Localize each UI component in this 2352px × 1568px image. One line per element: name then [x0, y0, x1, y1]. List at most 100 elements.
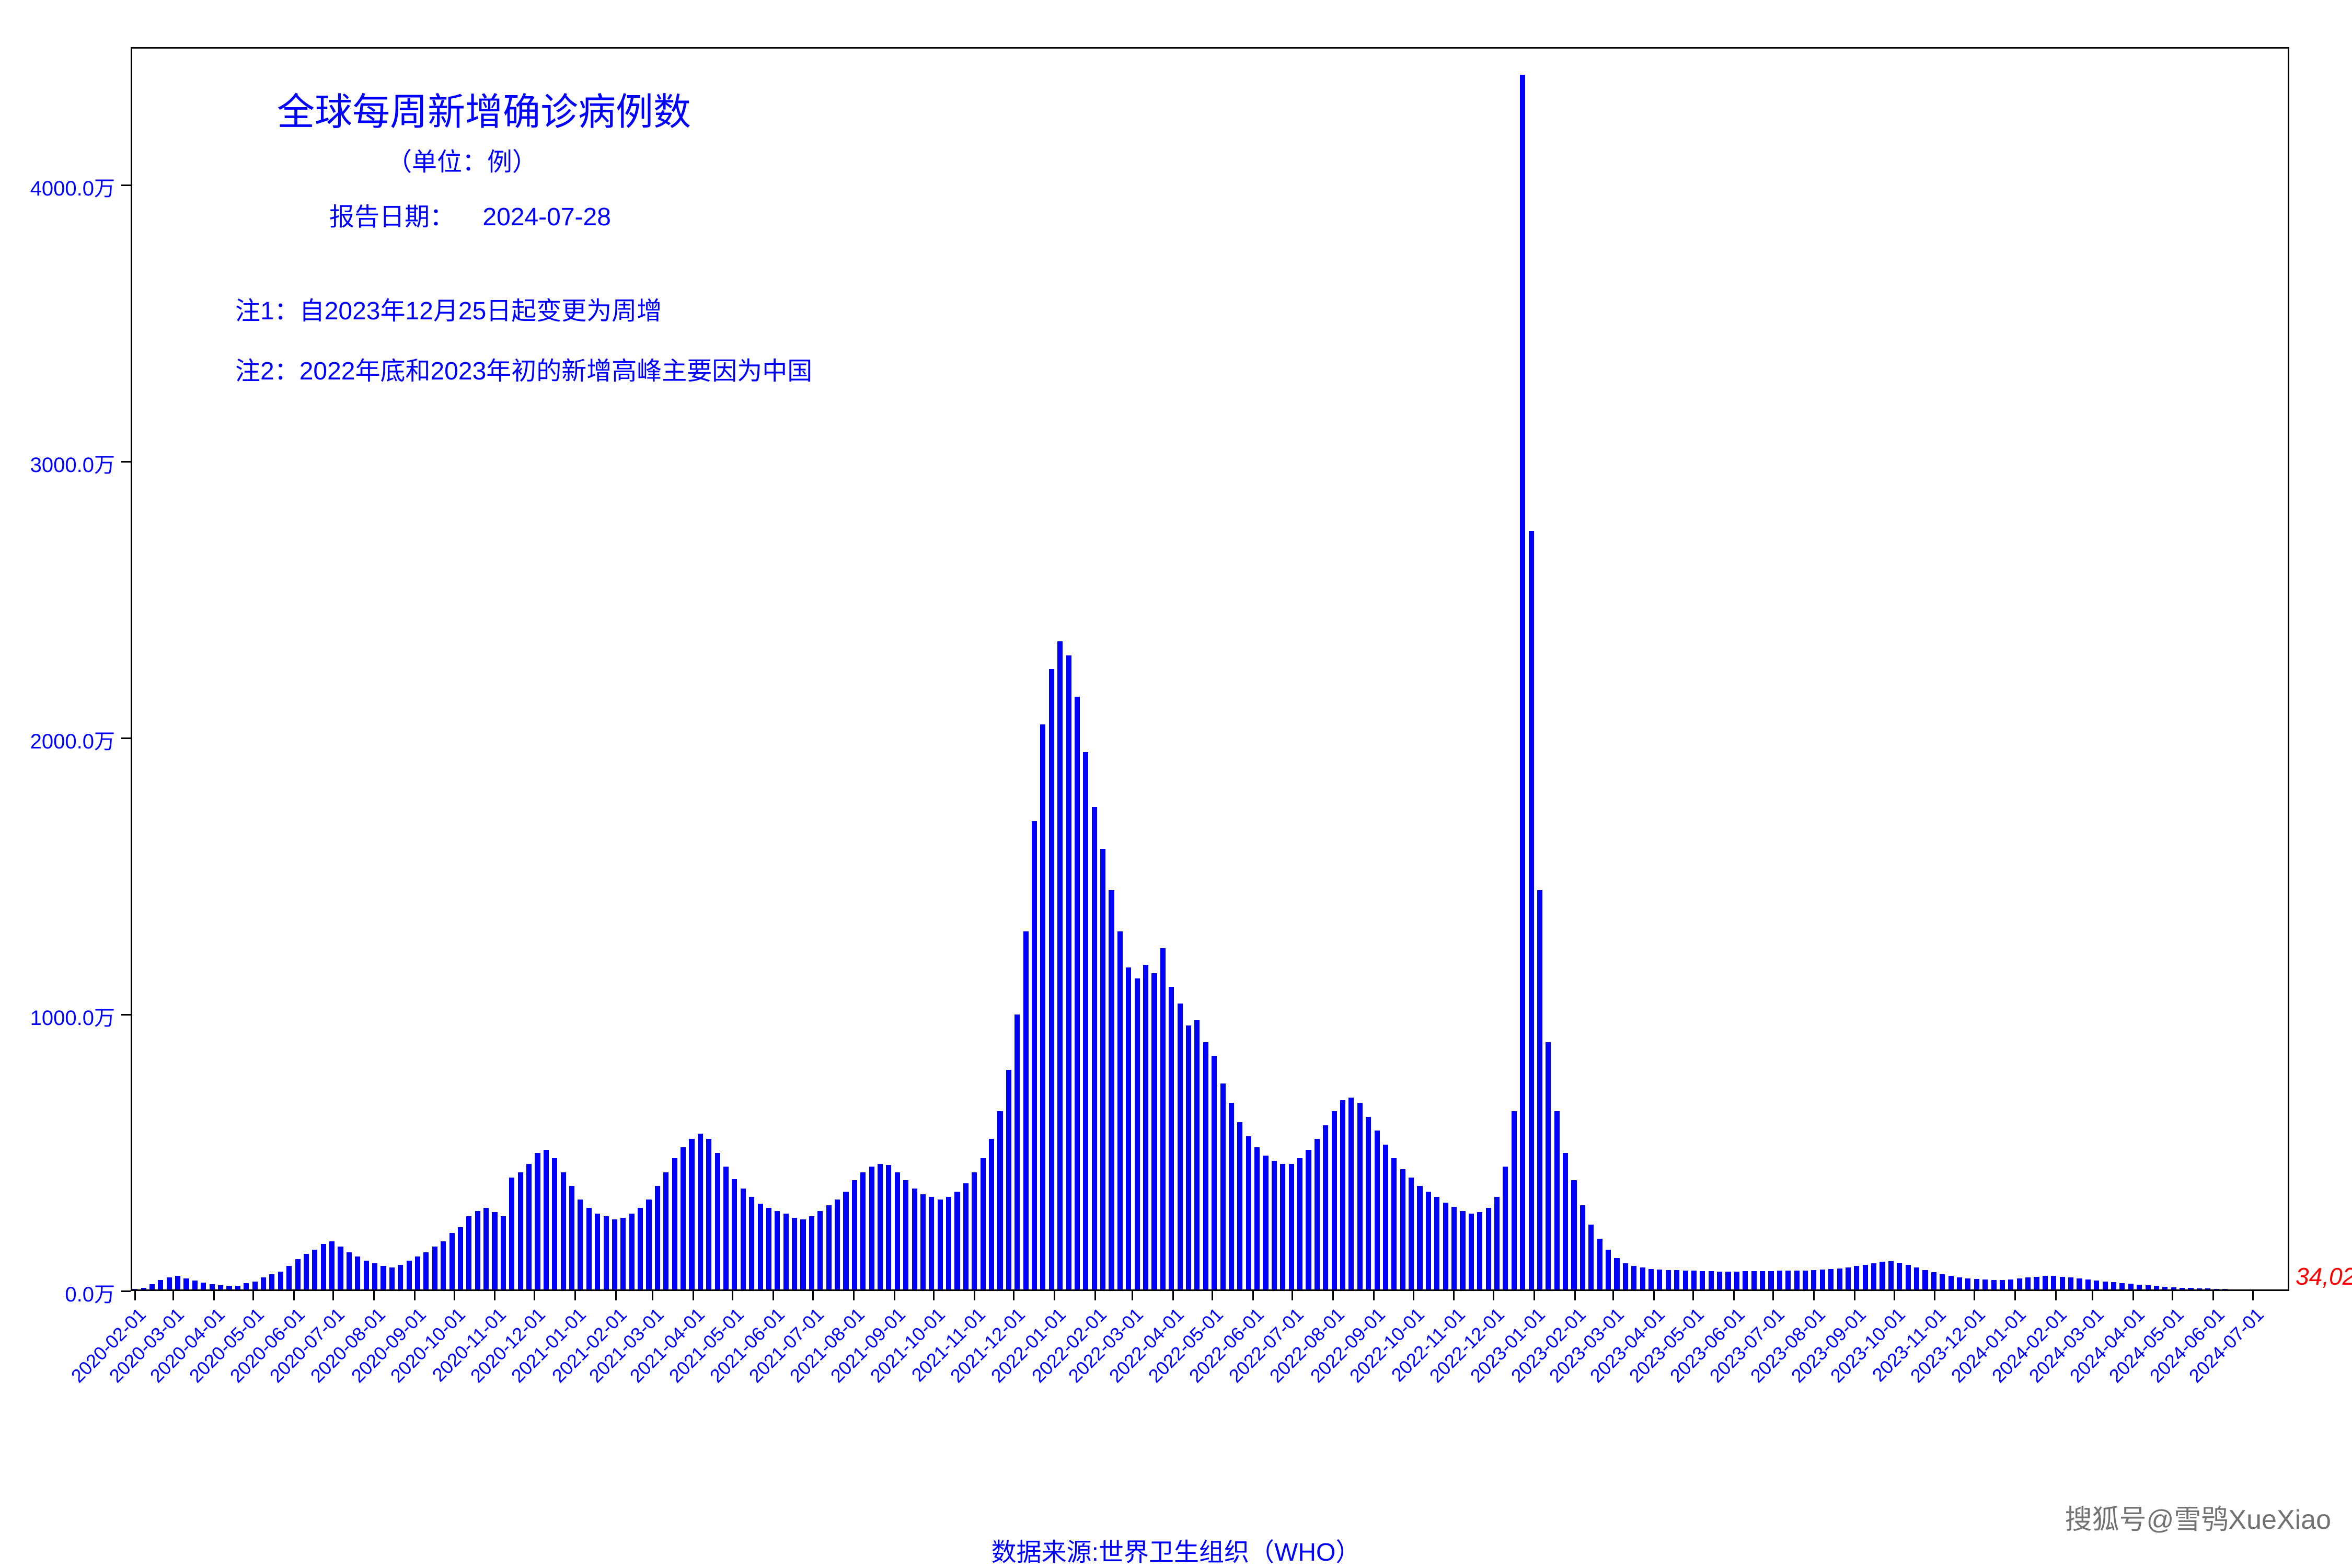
bar: [1040, 724, 1045, 1291]
x-tick-mark: [1534, 1291, 1535, 1300]
bar: [655, 1186, 660, 1291]
bar: [295, 1259, 301, 1291]
bar: [997, 1111, 1002, 1291]
y-tick-label: 2000.0万: [30, 724, 115, 755]
bar: [321, 1244, 326, 1291]
x-tick-mark: [1094, 1291, 1096, 1300]
bar: [1315, 1139, 1320, 1291]
bar: [286, 1266, 292, 1291]
x-tick-mark: [1054, 1291, 1055, 1300]
bar: [304, 1254, 309, 1291]
bar: [1785, 1271, 1791, 1291]
chart-root: 0.0万1000.0万2000.0万3000.0万4000.0万 2020-02…: [0, 0, 2352, 1568]
x-tick-mark: [494, 1291, 495, 1300]
bar: [1477, 1212, 1482, 1291]
bar: [1357, 1103, 1363, 1291]
bar: [1340, 1100, 1345, 1291]
bar: [758, 1204, 763, 1291]
bar: [698, 1134, 703, 1291]
x-tick-mark: [293, 1291, 295, 1300]
bar: [1717, 1272, 1722, 1291]
bar: [483, 1208, 489, 1291]
bar: [1254, 1147, 1260, 1291]
bar: [920, 1194, 926, 1291]
bar: [1494, 1197, 1500, 1291]
bar: [364, 1261, 369, 1291]
top-axis-line: [131, 47, 2289, 49]
x-tick-mark: [853, 1291, 855, 1300]
bar: [544, 1150, 549, 1291]
bar: [423, 1252, 429, 1291]
bar: [1580, 1205, 1585, 1291]
bar: [1289, 1164, 1294, 1291]
bar: [586, 1208, 592, 1291]
bar: [1169, 987, 1174, 1291]
bar: [1597, 1239, 1602, 1291]
bar: [1332, 1111, 1337, 1291]
bar: [1546, 1042, 1551, 1291]
note-1: 注1：自2023年12月25日起变更为周增: [235, 290, 662, 327]
bar: [1743, 1271, 1748, 1291]
x-tick-mark: [2132, 1291, 2134, 1300]
bar: [269, 1274, 274, 1291]
bar: [1854, 1266, 1859, 1291]
bar: [1837, 1269, 1842, 1291]
x-tick-mark: [574, 1291, 576, 1300]
last-value-label: 34,028: [2296, 1262, 2352, 1290]
y-tick-mark: [121, 1290, 131, 1292]
y-tick-mark: [121, 737, 131, 739]
bar: [595, 1214, 600, 1291]
bar: [1032, 821, 1037, 1291]
bar: [2034, 1277, 2039, 1292]
bar: [766, 1208, 771, 1291]
y-tick-mark: [121, 1014, 131, 1016]
bar: [1512, 1111, 1517, 1291]
bar: [843, 1192, 848, 1291]
bar: [1194, 1020, 1200, 1291]
bar: [578, 1200, 583, 1291]
bar: [1151, 973, 1157, 1291]
bar: [972, 1172, 977, 1291]
right-axis-line: [2288, 47, 2289, 1291]
bar: [398, 1265, 403, 1291]
bar: [1631, 1266, 1636, 1291]
bar: [826, 1205, 832, 1291]
bar: [1263, 1156, 1268, 1291]
bar: [1623, 1263, 1628, 1291]
x-tick-mark: [1772, 1291, 1774, 1300]
bar: [1400, 1169, 1405, 1291]
bar: [1297, 1158, 1302, 1291]
bar: [1178, 1004, 1183, 1291]
bar: [886, 1165, 891, 1291]
bar: [1563, 1153, 1568, 1291]
x-tick-mark: [1894, 1291, 1895, 1300]
chart-subtitle: （单位：例）: [387, 141, 537, 178]
x-tick-mark: [1653, 1291, 1655, 1300]
x-tick-mark: [1612, 1291, 1614, 1300]
x-tick-mark: [652, 1291, 653, 1300]
bar: [389, 1267, 395, 1291]
bar: [732, 1179, 737, 1291]
bar: [1648, 1269, 1654, 1291]
bar: [1409, 1178, 1414, 1291]
bar: [1503, 1167, 1508, 1291]
bar: [1486, 1208, 1491, 1291]
x-tick-mark: [332, 1291, 334, 1300]
x-tick-mark: [454, 1291, 455, 1300]
bar: [1014, 1014, 1020, 1291]
bar: [741, 1189, 746, 1291]
x-tick-mark: [1493, 1291, 1494, 1300]
bar: [1888, 1261, 1894, 1291]
bar: [792, 1218, 797, 1291]
bar: [1075, 697, 1080, 1291]
bar: [1212, 1056, 1217, 1291]
x-tick-mark: [812, 1291, 814, 1300]
bar: [2051, 1276, 2056, 1291]
bar: [1777, 1271, 1782, 1291]
bar: [1023, 931, 1029, 1291]
bar: [963, 1183, 969, 1291]
bar: [723, 1167, 729, 1291]
x-tick-mark: [2014, 1291, 2016, 1300]
bar: [1451, 1207, 1457, 1291]
bar: [1143, 965, 1148, 1291]
